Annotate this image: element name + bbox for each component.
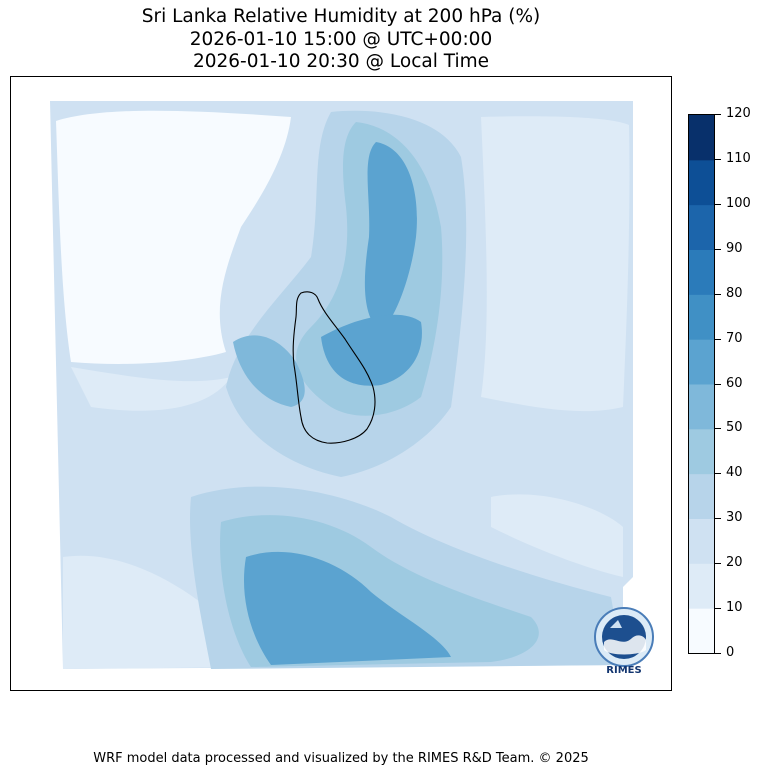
colorbar-tick-mark bbox=[715, 159, 721, 160]
sri-lanka-coastline bbox=[292, 291, 376, 444]
contour-10-20-northwest bbox=[71, 367, 231, 411]
colorbar-band bbox=[689, 428, 714, 475]
colorbar-band bbox=[689, 294, 714, 340]
chart-title: Sri Lanka Relative Humidity at 200 hPa (… bbox=[0, 6, 682, 74]
rimes-logo-text: RIMES bbox=[606, 665, 642, 676]
colorbar-tick-label: 20 bbox=[726, 555, 743, 570]
colorbar-tick-label: 110 bbox=[726, 151, 751, 166]
colorbar-tick-mark bbox=[715, 294, 721, 295]
rimes-logo: RIMES bbox=[588, 606, 660, 678]
colorbar-band bbox=[689, 608, 714, 653]
colorbar-tick-mark bbox=[715, 608, 721, 609]
colorbar-tick-mark bbox=[715, 114, 721, 115]
title-line-2: 2026-01-10 15:00 @ UTC+00:00 bbox=[189, 28, 493, 50]
contour-50-60-west bbox=[233, 335, 305, 407]
colorbar-tick-mark bbox=[715, 204, 721, 205]
colorbar-band bbox=[689, 339, 714, 385]
colorbar-tick-mark bbox=[715, 473, 721, 474]
colorbar-tick-mark bbox=[715, 249, 721, 250]
colorbar bbox=[688, 114, 715, 654]
colorbar-band bbox=[689, 563, 714, 609]
colorbar-tick-label: 40 bbox=[726, 465, 743, 480]
colorbar-tick-label: 70 bbox=[726, 331, 743, 346]
colorbar-tick-label: 0 bbox=[726, 645, 735, 660]
colorbar-band bbox=[689, 115, 714, 161]
colorbar-tick-mark bbox=[715, 428, 721, 429]
colorbar-band bbox=[689, 159, 714, 206]
contour-10-20-southwest bbox=[63, 555, 251, 669]
humidity-map bbox=[50, 101, 633, 669]
colorbar-tick-label: 10 bbox=[726, 600, 743, 615]
colorbar-tick-label: 80 bbox=[726, 286, 743, 301]
colorbar-band bbox=[689, 249, 714, 295]
contour-50-60-south bbox=[243, 551, 451, 665]
colorbar-tick-mark bbox=[715, 518, 721, 519]
footer-credit: WRF model data processed and visualized … bbox=[93, 751, 589, 766]
colorbar-tick-label: 120 bbox=[726, 106, 751, 121]
colorbar-band bbox=[689, 473, 714, 519]
colorbar-fill bbox=[689, 115, 714, 653]
colorbar-tick-mark bbox=[715, 339, 721, 340]
colorbar-tick-label: 50 bbox=[726, 420, 743, 435]
contour-50-60-north bbox=[364, 142, 417, 332]
title-line-1: Sri Lanka Relative Humidity at 200 hPa (… bbox=[141, 6, 541, 27]
colorbar-tick-label: 90 bbox=[726, 241, 743, 256]
colorbar-tick-mark bbox=[715, 384, 721, 385]
contour-0-10-west bbox=[56, 110, 291, 364]
map-panel bbox=[10, 76, 672, 691]
contour-10-20-east bbox=[481, 116, 630, 412]
colorbar-tick-label: 30 bbox=[726, 510, 743, 525]
contour-50-60-center bbox=[321, 314, 422, 386]
colorbar-band bbox=[689, 204, 714, 250]
colorbar-tick-mark bbox=[715, 653, 721, 654]
colorbar-band bbox=[689, 384, 714, 430]
rimes-logo-emblem bbox=[594, 607, 654, 667]
colorbar-tick-label: 60 bbox=[726, 376, 743, 391]
colorbar-tick-mark bbox=[715, 563, 721, 564]
title-line-3: 2026-01-10 20:30 @ Local Time bbox=[192, 51, 490, 72]
colorbar-band bbox=[689, 518, 714, 564]
colorbar-tick-label: 100 bbox=[726, 196, 751, 211]
contour-10-20-southeast bbox=[491, 494, 623, 577]
